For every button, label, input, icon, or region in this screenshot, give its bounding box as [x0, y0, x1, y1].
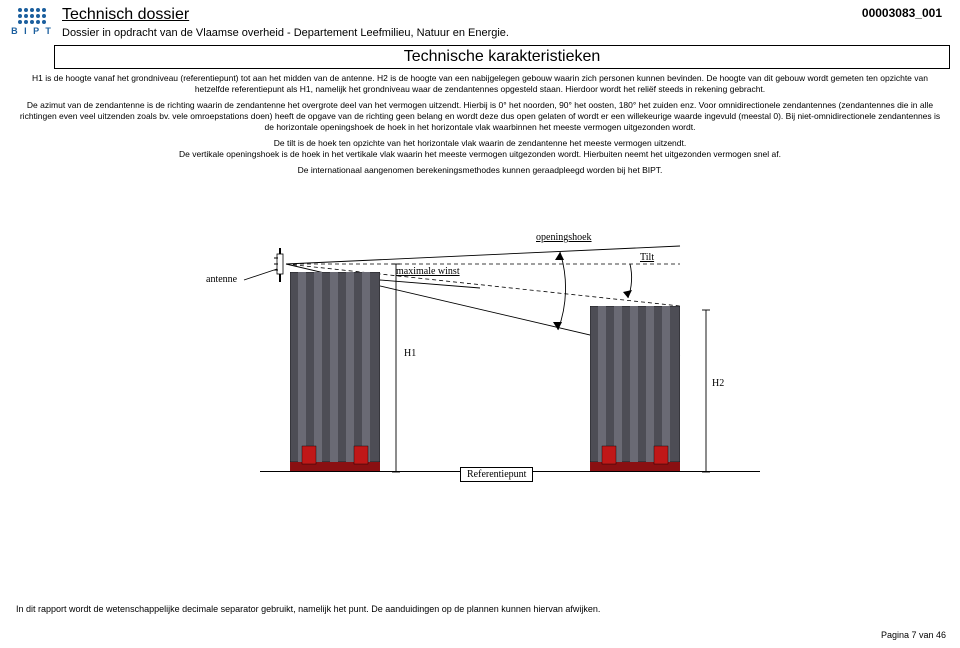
paragraph-tilt: De tilt is de hoek ten opzichte van het …: [16, 138, 944, 149]
page-header: B I P T Technisch dossier 00003083_001 D…: [0, 0, 960, 39]
section-title: Technische karakteristieken: [404, 48, 601, 65]
page-number: Pagina 7 van 46: [881, 630, 946, 640]
section-title-box: Technische karakteristieken: [54, 45, 950, 69]
building-right-icon: [590, 306, 680, 472]
label-h2: H2: [712, 378, 724, 389]
document-title: Technisch dossier: [62, 6, 189, 24]
label-h1: H1: [404, 348, 416, 359]
beam-lines-icon: [160, 188, 800, 478]
document-subtitle: Dossier in opdracht van de Vlaamse overh…: [62, 27, 950, 39]
label-max-winst: maximale winst: [396, 266, 460, 277]
header-text-block: Technisch dossier 00003083_001 Dossier i…: [54, 6, 950, 39]
logo-text: B I P T: [10, 26, 54, 36]
antenna-diagram: antenne maximale winst openingshoek Tilt…: [160, 188, 800, 478]
document-id: 00003083_001: [862, 6, 950, 20]
antenna-icon: [260, 248, 290, 288]
logo-dots-icon: [10, 8, 54, 24]
body-text: H1 is de hoogte vanaf het grondniveau (r…: [0, 73, 960, 176]
paragraph-methods: De internationaal aangenomen berekenings…: [16, 165, 944, 176]
label-tilt: Tilt: [640, 252, 654, 263]
bipt-logo: B I P T: [10, 6, 54, 36]
footer-note: In dit rapport wordt de wetenschappelijk…: [16, 604, 944, 614]
label-referentiepunt: Referentiepunt: [460, 467, 533, 482]
paragraph-azimut: De azimut van de zendantenne is de richt…: [16, 100, 944, 132]
label-openingshoek: openingshoek: [536, 232, 592, 243]
paragraph-h1h2: H1 is de hoogte vanaf het grondniveau (r…: [16, 73, 944, 94]
building-left-icon: [290, 272, 380, 472]
paragraph-vert-opening: De vertikale openingshoek is de hoek in …: [16, 149, 944, 160]
label-antenne: antenne: [206, 274, 237, 285]
